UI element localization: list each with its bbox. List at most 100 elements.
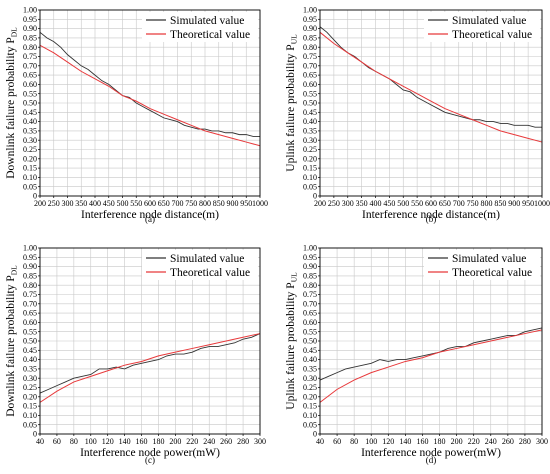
y-axis-label-subscript: UL bbox=[290, 272, 299, 282]
y-axis-label: Downlink failure probability PDL bbox=[5, 27, 19, 179]
x-tick-label: 240 bbox=[485, 437, 497, 446]
y-tick-label: 0.80 bbox=[23, 281, 37, 290]
x-tick-label: 160 bbox=[416, 437, 428, 446]
y-tick-label: 0.95 bbox=[23, 15, 37, 24]
legend-box bbox=[142, 250, 258, 280]
legend: Simulated value Theoretical value bbox=[142, 250, 258, 280]
series-line-theoretical-value bbox=[319, 31, 543, 143]
chart-panel-4: 00.050.100.150.200.250.300.350.400.450.5… bbox=[285, 244, 548, 465]
y-tick-label: 0 bbox=[33, 192, 37, 201]
y-tick-label: 0.10 bbox=[303, 411, 317, 420]
x-tick-label: 260 bbox=[220, 437, 232, 446]
y-tick-label: 0.30 bbox=[23, 374, 37, 383]
y-tick-label: 0.30 bbox=[303, 374, 317, 383]
x-axis-label: Interference node power(mW) bbox=[361, 447, 501, 459]
y-tick-label: 0.20 bbox=[303, 392, 317, 401]
x-axis-label: Interference node distance(m) bbox=[81, 209, 219, 221]
x-tick-label: 200 bbox=[34, 199, 46, 208]
x-tick-label: 280 bbox=[237, 437, 249, 446]
x-tick-label: 300 bbox=[342, 199, 354, 208]
legend-entry: Simulated value bbox=[452, 15, 526, 27]
y-axis-label: Downlink failure probability PDL bbox=[5, 265, 19, 417]
x-tick-label: 700 bbox=[453, 199, 465, 208]
y-tick-label: 0.30 bbox=[303, 136, 317, 145]
x-tick-label: 300 bbox=[62, 199, 74, 208]
x-tick-label: 550 bbox=[411, 199, 423, 208]
y-axis-label-main: Downlink failure probability P bbox=[5, 275, 17, 417]
x-tick-label: 140 bbox=[399, 437, 411, 446]
y-tick-label: 0.15 bbox=[303, 164, 317, 173]
y-tick-label: 0.40 bbox=[23, 355, 37, 364]
panel-label: (c) bbox=[145, 455, 155, 465]
y-tick-label: 0.90 bbox=[23, 24, 37, 33]
y-tick-label: 0.05 bbox=[23, 182, 37, 191]
y-tick-label: 0.70 bbox=[23, 61, 37, 70]
legend-entry: Simulated value bbox=[170, 15, 244, 27]
y-tick-label: 0.75 bbox=[23, 290, 37, 299]
legend-entry: Theoretical value bbox=[170, 29, 250, 41]
y-tick-label: 0.10 bbox=[23, 411, 37, 420]
legend-box bbox=[424, 12, 540, 42]
y-tick-label: 0.50 bbox=[23, 337, 37, 346]
x-tick-label: 200 bbox=[169, 437, 181, 446]
x-tick-label: 550 bbox=[130, 199, 142, 208]
x-axis-label: Interference node power(mW) bbox=[80, 447, 220, 459]
y-tick-label: 0.60 bbox=[23, 318, 37, 327]
panel-label: (d) bbox=[426, 455, 437, 465]
y-tick-label: 0.55 bbox=[303, 327, 317, 336]
y-tick-label: 0.05 bbox=[303, 182, 317, 191]
y-axis-label-subscript: DL bbox=[10, 27, 19, 37]
y-tick-label: 0.40 bbox=[303, 355, 317, 364]
y-tick-label: 0.60 bbox=[303, 80, 317, 89]
y-tick-label: 0.75 bbox=[23, 52, 37, 61]
y-tick-label: 0.10 bbox=[303, 173, 317, 182]
y-tick-label: 0.85 bbox=[23, 272, 37, 281]
y-tick-label: 0.80 bbox=[23, 43, 37, 52]
y-tick-label: 0.25 bbox=[23, 383, 37, 392]
y-tick-label: 0.80 bbox=[303, 281, 317, 290]
y-tick-label: 0.35 bbox=[303, 365, 317, 374]
legend-entry: Simulated value bbox=[452, 253, 526, 265]
series-line-simulated-value bbox=[319, 26, 542, 128]
y-tick-label: 0.55 bbox=[23, 89, 37, 98]
x-tick-label: 350 bbox=[356, 199, 368, 208]
x-tick-label: 1000 bbox=[252, 199, 268, 208]
series-line-theoretical-value bbox=[319, 329, 543, 403]
y-tick-label: 0.05 bbox=[303, 420, 317, 429]
chart-panel-2: 00.050.100.150.200.250.300.350.400.450.5… bbox=[285, 6, 550, 224]
y-axis-label-subscript: UL bbox=[290, 34, 299, 44]
y-tick-label: 0 bbox=[33, 430, 37, 439]
y-tick-label: 1.00 bbox=[303, 6, 317, 15]
x-tick-label: 200 bbox=[314, 199, 326, 208]
y-tick-label: 1.00 bbox=[303, 244, 317, 253]
x-tick-label: 1000 bbox=[534, 199, 550, 208]
x-tick-label: 60 bbox=[53, 437, 61, 446]
y-tick-label: 0.15 bbox=[303, 402, 317, 411]
y-tick-label: 0.40 bbox=[23, 117, 37, 126]
y-tick-label: 0.90 bbox=[303, 262, 317, 271]
legend-entry: Theoretical value bbox=[452, 267, 532, 279]
y-tick-label: 0.25 bbox=[23, 145, 37, 154]
x-tick-label: 220 bbox=[186, 437, 198, 446]
x-tick-label: 500 bbox=[397, 199, 409, 208]
x-tick-label: 750 bbox=[467, 199, 479, 208]
y-tick-label: 0.95 bbox=[303, 253, 317, 262]
y-tick-label: 0.75 bbox=[303, 290, 317, 299]
x-tick-label: 40 bbox=[36, 437, 44, 446]
y-tick-label: 1.00 bbox=[23, 244, 37, 253]
y-tick-label: 0.60 bbox=[23, 80, 37, 89]
x-tick-label: 450 bbox=[383, 199, 395, 208]
y-tick-label: 0.75 bbox=[303, 52, 317, 61]
x-tick-label: 260 bbox=[502, 437, 514, 446]
y-tick-label: 0.45 bbox=[303, 346, 317, 355]
x-tick-label: 750 bbox=[185, 199, 197, 208]
panel-label: (b) bbox=[426, 214, 437, 224]
y-tick-label: 0.35 bbox=[23, 127, 37, 136]
series-line-theoretical-value bbox=[39, 44, 261, 147]
y-tick-label: 0.50 bbox=[23, 99, 37, 108]
y-tick-label: 0.15 bbox=[23, 402, 37, 411]
x-tick-label: 80 bbox=[350, 437, 358, 446]
x-tick-label: 140 bbox=[119, 437, 131, 446]
x-tick-label: 500 bbox=[117, 199, 129, 208]
